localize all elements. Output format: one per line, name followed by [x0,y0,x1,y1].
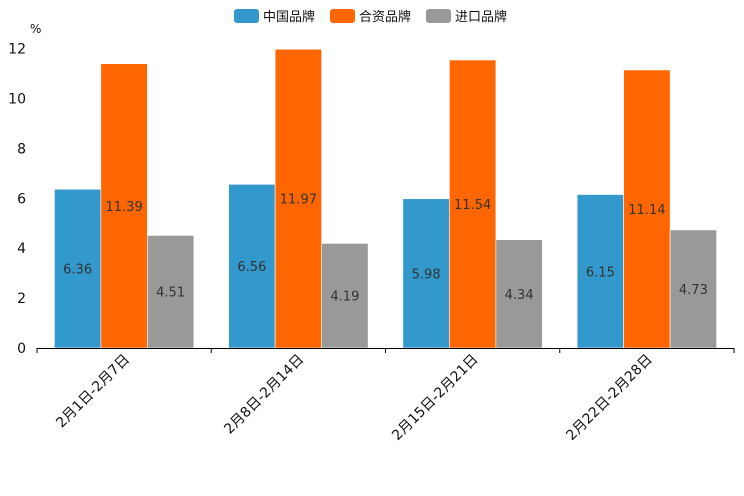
data-label-0-3: 6.15 [586,265,615,280]
bar-1-0[interactable] [100,63,148,349]
legend-label-1[interactable]: 合资品牌 [359,9,411,25]
legend: 中国品牌 合资品牌 进口品牌 [234,9,507,25]
bar-0-0[interactable] [54,188,102,349]
legend-swatch-2[interactable] [426,9,451,23]
y-tick-label: 12 [8,42,26,58]
y-tick-label: 0 [17,341,26,357]
data-label-2-1: 4.19 [330,290,359,305]
legend-label-2[interactable]: 进口品牌 [455,9,507,25]
bar-1-3[interactable] [623,69,671,349]
data-label-2-3: 4.73 [679,283,708,298]
x-axis: 2月1日-2月7日 2月8日-2月14日 2月15日-2月21日 2月22日-2月28… [36,348,735,444]
data-label-1-2: 11.54 [454,198,491,213]
y-axis: 0 2 4 6 8 10 12 [8,42,26,358]
bar-2-1[interactable] [321,243,369,349]
bar-0-1[interactable] [228,183,276,349]
legend-label-0[interactable]: 中国品牌 [263,9,315,25]
legend-swatch-1[interactable] [330,9,355,23]
bar-0-3[interactable] [576,194,624,349]
y-tick-label: 2 [17,291,26,307]
data-label-2-2: 4.34 [505,288,534,303]
bar-1-2[interactable] [449,59,497,349]
legend-swatch-0[interactable] [234,9,259,23]
data-label-0-1: 6.56 [237,260,266,275]
bars: 6.36 11.39 4.51 6.56 11.97 4.19 5.98 11.54 4.34 6… [54,48,717,349]
x-tick-label-0: 2月1日-2月7日 [53,352,133,432]
data-label-2-0: 4.51 [156,286,185,301]
y-tick-label: 6 [17,191,26,207]
bar-1-1[interactable] [274,48,322,349]
bar-2-3[interactable] [669,229,717,349]
bar-2-0[interactable] [147,235,195,349]
x-tick-label-3: 2月22日-2月28日 [563,352,655,444]
data-label-1-0: 11.39 [106,200,143,215]
data-label-0-0: 6.36 [63,263,92,278]
x-tick-label-1: 2月8日-2月14日 [221,352,307,438]
y-axis-unit-label: % [30,22,41,36]
data-label-0-2: 5.98 [412,267,441,282]
y-tick-label: 4 [17,241,26,257]
y-tick-label: 10 [8,91,26,107]
data-label-1-1: 11.97 [280,193,317,208]
x-tick-label-2: 2月15日-2月21日 [389,352,481,444]
data-label-1-3: 11.14 [628,203,665,218]
y-tick-label: 8 [17,141,26,157]
